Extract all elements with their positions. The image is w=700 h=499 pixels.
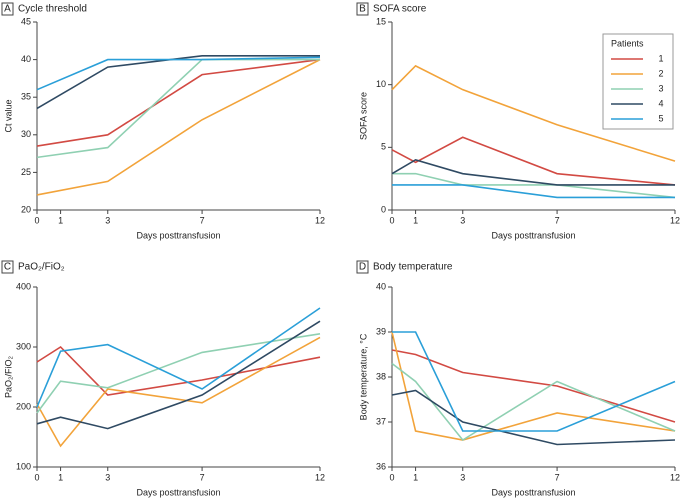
x-tick-label: 0 (34, 472, 39, 482)
x-axis-label: Days posttransfusion (491, 230, 575, 240)
panel-letter-box (1, 2, 14, 16)
series-line (391, 159, 675, 186)
y-tick-label: 10 (376, 79, 386, 89)
y-tick-label: 5 (381, 142, 386, 152)
y-tick-label: 300 (16, 341, 31, 351)
x-tick-label: 1 (413, 215, 418, 225)
x-tick-label: 7 (200, 472, 205, 482)
panel-title: PaO₂/FiO₂ (18, 262, 65, 273)
legend-label: 3 (658, 83, 663, 93)
y-tick-label: 30 (21, 129, 31, 139)
panel-title: Cycle threshold (18, 4, 87, 15)
y-tick-label: 0 (381, 204, 386, 214)
series-line (36, 333, 321, 414)
x-axis-label: Days posttransfusion (136, 230, 220, 240)
x-tick-label: 0 (34, 215, 39, 225)
series-line (36, 55, 320, 110)
legend-box (602, 33, 674, 130)
x-tick-label: 1 (58, 215, 63, 225)
series-line (391, 349, 676, 423)
panel-letter-box (1, 260, 14, 274)
series-line (36, 307, 321, 408)
series-line (391, 389, 676, 446)
series-line (391, 64, 676, 162)
x-tick-label: 7 (555, 472, 560, 482)
y-tick-label: 36 (376, 461, 386, 471)
x-tick-label: 12 (670, 472, 680, 482)
y-tick-label: 200 (16, 401, 31, 411)
y-tick-label: 15 (376, 16, 386, 26)
series-line (36, 58, 321, 196)
panel-letter: C (4, 262, 11, 273)
y-tick-label: 45 (21, 16, 31, 26)
series-line (392, 331, 676, 432)
series-line (36, 58, 321, 147)
series-line (36, 345, 321, 396)
panel-letter: D (359, 262, 366, 273)
series-line (392, 184, 675, 199)
series-line (391, 136, 676, 186)
series-line (36, 336, 321, 448)
x-tick-label: 12 (315, 215, 325, 225)
panel-letter: A (4, 4, 11, 15)
legend-label: 4 (658, 98, 663, 108)
series-line (391, 331, 676, 441)
x-tick-label: 1 (58, 472, 63, 482)
legend-label: 1 (658, 53, 663, 63)
x-tick-label: 3 (105, 215, 110, 225)
y-axis-label: Ct value (3, 99, 13, 132)
legend-label: 5 (658, 113, 663, 123)
x-axis-label: Days posttransfusion (136, 487, 220, 497)
panel-letter-box (356, 260, 369, 274)
x-tick-label: 7 (200, 215, 205, 225)
y-tick-label: 400 (16, 281, 31, 291)
x-tick-label: 1 (413, 472, 418, 482)
x-tick-label: 3 (105, 472, 110, 482)
y-axis-label: Body temperature, °C (358, 333, 368, 420)
y-tick-label: 37 (376, 416, 386, 426)
y-tick-label: 35 (21, 92, 31, 102)
x-tick-label: 3 (460, 215, 465, 225)
series-line (36, 58, 320, 159)
y-tick-label: 40 (21, 54, 31, 64)
panel-title: Body temperature (373, 262, 453, 273)
y-axis-label: PaO₂/FiO₂ (3, 355, 13, 398)
y-tick-label: 20 (21, 204, 31, 214)
y-tick-label: 40 (376, 281, 386, 291)
series-line (36, 320, 321, 430)
x-tick-label: 12 (670, 215, 680, 225)
x-tick-label: 0 (389, 472, 394, 482)
y-tick-label: 100 (16, 461, 31, 471)
x-tick-label: 0 (389, 215, 394, 225)
x-tick-label: 3 (460, 472, 465, 482)
y-tick-label: 38 (376, 371, 386, 381)
y-tick-label: 25 (21, 167, 31, 177)
y-tick-label: 39 (376, 326, 386, 336)
legend-title: Patients (611, 38, 644, 48)
series-line (391, 362, 676, 442)
panel-letter-box (356, 2, 369, 16)
panel-title: SOFA score (373, 4, 427, 15)
x-tick-label: 12 (315, 472, 325, 482)
x-axis-label: Days posttransfusion (491, 487, 575, 497)
x-tick-label: 7 (555, 215, 560, 225)
series-line (36, 56, 321, 91)
y-axis-label: SOFA score (358, 92, 368, 140)
legend-label: 2 (658, 68, 663, 78)
panel-letter: B (359, 4, 366, 15)
